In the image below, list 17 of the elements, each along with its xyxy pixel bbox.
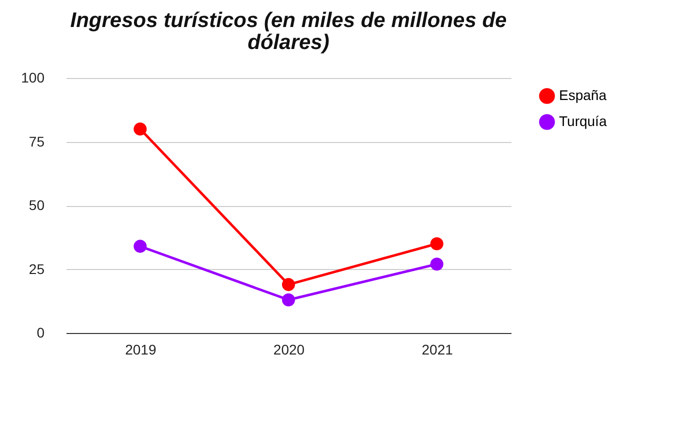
legend-label: Turquía <box>559 113 607 129</box>
point <box>134 122 147 136</box>
y-tick-label: 25 <box>28 260 45 277</box>
point <box>282 278 296 292</box>
x-tick-label: 2020 <box>273 342 305 358</box>
x-tick-label: 2021 <box>422 342 454 358</box>
point <box>430 258 444 271</box>
y-tick-label: 0 <box>36 324 45 340</box>
y-tick-label: 100 <box>21 70 45 86</box>
point <box>430 237 444 250</box>
y-tick-label: 75 <box>28 133 45 150</box>
point <box>282 293 296 306</box>
chart-title: Ingresos turísticos (en miles de millones de dólares) <box>70 9 508 54</box>
x-tick-label: 2019 <box>125 342 156 358</box>
point <box>134 240 147 253</box>
legend-label: España <box>559 87 607 103</box>
y-tick-label: 50 <box>28 197 45 213</box>
